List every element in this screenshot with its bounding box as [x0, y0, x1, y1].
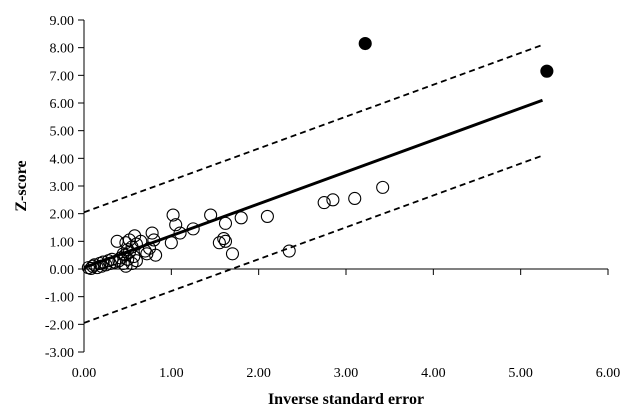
data-point: [317, 196, 331, 210]
regression-line: [83, 98, 544, 270]
data-point: [149, 248, 163, 262]
data-point: [129, 254, 143, 268]
data-point: [119, 259, 133, 273]
y-tick-label: 6.00: [50, 97, 75, 112]
data-point: [147, 233, 161, 247]
data-point: [119, 236, 133, 250]
data-point: [225, 247, 240, 261]
data-point: [282, 244, 296, 258]
x-tick-label: 1.00: [159, 366, 184, 381]
data-point: [121, 252, 135, 266]
x-tick-label: 3.00: [334, 366, 359, 381]
y-tick-label: -1.00: [45, 291, 74, 306]
data-point: [164, 236, 178, 250]
data-point: [105, 252, 119, 266]
x-tick-label: 6.00: [596, 366, 621, 381]
data-point: [326, 193, 340, 207]
y-tick-label: 5.00: [50, 125, 75, 140]
data-point: [129, 237, 143, 251]
y-tick-label: 3.00: [50, 180, 75, 195]
data-point: [218, 216, 233, 230]
outlier-point: [358, 36, 372, 51]
x-tick-label: 2.00: [246, 366, 271, 381]
y-tick-label: 8.00: [50, 42, 75, 57]
y-tick-label: 2.00: [50, 208, 75, 223]
data-point: [145, 226, 159, 240]
data-point: [217, 232, 231, 246]
data-point: [173, 226, 187, 240]
y-tick-label: 0.00: [50, 263, 75, 278]
data-point: [166, 208, 180, 222]
y-tick-label: 1.00: [50, 235, 75, 250]
data-point: [218, 234, 233, 248]
plot-area: [81, 36, 554, 324]
confidence-bound-line: [83, 154, 543, 324]
data-point: [87, 258, 102, 272]
x-tick-label: 0.00: [72, 366, 97, 381]
y-axis-title: Z-score: [13, 160, 30, 211]
data-point: [260, 209, 274, 223]
data-point: [348, 191, 362, 205]
data-point: [169, 218, 183, 232]
data-point: [204, 208, 218, 222]
x-tick-label: 4.00: [421, 366, 446, 381]
axes: -3.00 -2.00 -1.00 0.00 1.00 2.00 3.00 4.00 5.00 6…: [45, 14, 620, 381]
y-tick-label: 9.00: [50, 14, 75, 29]
y-tick-label: 7.00: [50, 69, 75, 84]
y-tick-label: 4.00: [50, 152, 75, 167]
data-point: [127, 249, 141, 264]
data-point: [110, 234, 124, 248]
outlier-point: [540, 64, 554, 78]
y-tick-label: -2.00: [45, 318, 74, 333]
data-point: [212, 236, 226, 250]
data-point: [186, 222, 200, 236]
confidence-bound-line: [83, 44, 543, 214]
data-point: [234, 211, 248, 225]
data-point: [96, 255, 110, 269]
data-point: [376, 180, 390, 194]
y-tick-label: -3.00: [45, 346, 74, 361]
x-axis-title: Inverse standard error: [268, 391, 424, 408]
x-tick-label: 5.00: [508, 366, 533, 381]
